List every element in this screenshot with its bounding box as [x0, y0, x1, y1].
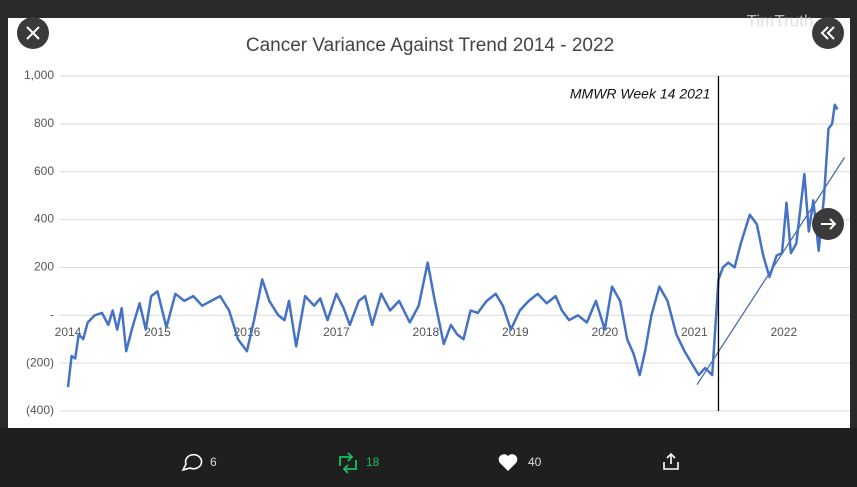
chart: 1,000 800 600 400 200 - (200) (400) 2014 2015 2016… — [24, 68, 850, 417]
like-count[interactable]: 40 — [528, 455, 542, 469]
y-tick-label: 800 — [34, 116, 54, 130]
collapse-icon[interactable] — [820, 26, 835, 40]
retweet-button[interactable]: 18 — [339, 452, 380, 474]
retweet-count[interactable]: 18 — [366, 455, 380, 469]
x-tick-label: 2021 — [681, 325, 708, 339]
y-tick-label: 1,000 — [24, 68, 54, 82]
share-icon[interactable] — [663, 452, 679, 470]
x-tick-label: 2019 — [502, 325, 529, 339]
y-tick-label: (200) — [26, 355, 54, 369]
x-tick-label: 2022 — [770, 325, 797, 339]
x-tick-label: 2018 — [413, 325, 440, 339]
collapse-button[interactable] — [812, 17, 844, 49]
reply-icon[interactable] — [181, 453, 203, 472]
watermark: TimTruth — [747, 11, 814, 30]
x-tick-label: 2017 — [323, 325, 350, 339]
action-bar — [0, 428, 857, 487]
like-icon[interactable] — [498, 454, 518, 471]
y-tick-label: 400 — [34, 212, 54, 226]
x-tick-label: 2014 — [55, 325, 82, 339]
share-button[interactable] — [663, 452, 679, 470]
y-tick-label: (400) — [26, 403, 54, 417]
annotation-label: MMWR Week 14 2021 — [570, 86, 711, 102]
chart-title: Cancer Variance Against Trend 2014 - 202… — [246, 35, 614, 56]
y-tick-label: 200 — [34, 260, 54, 274]
like-button[interactable]: 40 — [498, 454, 542, 471]
data-line — [66, 103, 839, 388]
reply-button[interactable]: 6 — [181, 453, 217, 472]
image — [8, 18, 850, 428]
reply-count[interactable]: 6 — [210, 455, 217, 469]
x-tick-label: 2020 — [591, 325, 618, 339]
x-tick-label: 2015 — [144, 325, 171, 339]
close-icon[interactable] — [26, 26, 40, 40]
retweet-icon[interactable] — [339, 452, 357, 474]
x-tick-label: 2016 — [234, 325, 261, 339]
y-tick-label: - — [50, 307, 54, 321]
y-tick-label: 600 — [34, 164, 54, 178]
next-button[interactable] — [812, 208, 844, 240]
close-button[interactable] — [17, 17, 49, 49]
next-icon[interactable] — [821, 218, 837, 230]
